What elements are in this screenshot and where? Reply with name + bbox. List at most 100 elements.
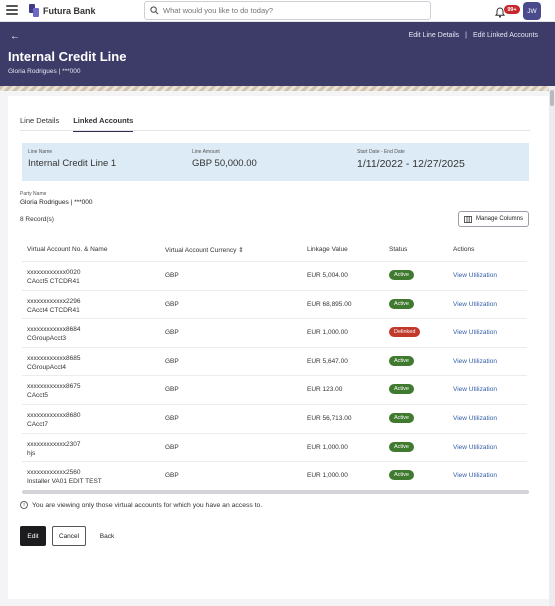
- status-badge: Active: [389, 441, 414, 452]
- account-name: CGroupAcct3: [27, 335, 67, 343]
- account-cell: xxxxxxxxxxxx8684 CGroupAcct3: [27, 325, 80, 343]
- horizontal-scrollbar[interactable]: [22, 490, 529, 494]
- account-number: xxxxxxxxxxxx8675: [27, 383, 81, 391]
- table-header: Virtual Account No. & Name Virtual Accou…: [22, 244, 527, 258]
- line-name-value: Internal Credit Line 1: [28, 158, 117, 169]
- bank-name: Futura Bank: [43, 5, 96, 16]
- page-subtitle: Gloria Rodrigues | ***000: [8, 68, 81, 75]
- hamburger-menu-icon[interactable]: [6, 5, 18, 15]
- manage-columns-button[interactable]: Manage Columns: [458, 211, 529, 227]
- currency-cell: GBP: [165, 300, 179, 308]
- back-button[interactable]: Back: [99, 532, 115, 540]
- view-utilization-link[interactable]: View Utilization: [453, 329, 497, 337]
- edit-button[interactable]: Edit: [20, 526, 46, 546]
- view-utilization-link[interactable]: View Utilization: [453, 414, 497, 422]
- main-card: Line Details Linked Accounts Line Name I…: [8, 96, 549, 599]
- account-number: xxxxxxxxxxxx0020: [27, 269, 81, 276]
- tab-linked-accounts[interactable]: Linked Accounts: [73, 116, 134, 132]
- status-badge: Delinked: [389, 327, 421, 338]
- account-name: hjs: [27, 449, 36, 457]
- currency-cell: GBP: [165, 472, 179, 480]
- view-utilization-link[interactable]: View Utilization: [453, 272, 497, 279]
- status-cell: Active: [389, 298, 414, 309]
- line-amount-group: Line Amount GBP 50,000.00: [192, 149, 257, 169]
- account-cell: xxxxxxxxxxxx2560 Installer VA01 EDIT TEST: [27, 468, 102, 486]
- view-utilization-link[interactable]: View Utilization: [453, 386, 497, 394]
- account-name: CGroupAcct4: [27, 363, 67, 371]
- page-header: ← Edit Line Details | Edit Linked Accoun…: [0, 22, 555, 86]
- info-icon: i: [20, 501, 28, 509]
- currency-cell: GBP: [165, 329, 179, 337]
- dates-group: Start Date - End Date 1/11/2022 - 12/27/…: [357, 149, 465, 170]
- account-number: xxxxxxxxxxxx8684: [27, 326, 81, 334]
- account-cell: xxxxxxxxxxxx2307 hjs: [27, 440, 80, 458]
- linkage-value-cell: EUR 5,647.00: [307, 357, 348, 365]
- status-cell: Delinked: [389, 327, 421, 338]
- dates-value: 1/11/2022 - 12/27/2025: [357, 158, 465, 170]
- status-badge: Active: [389, 412, 414, 423]
- view-utilization-link[interactable]: View Utilization: [453, 300, 497, 308]
- tab-line-details[interactable]: Line Details: [20, 116, 60, 125]
- table-row: xxxxxxxxxxxx0020 CAcct5 CTCDR41 GBP EUR 5,0…: [22, 261, 527, 290]
- sort-icon[interactable]: ⇕: [238, 247, 244, 254]
- access-note-text: You are viewing only those virtual accou…: [32, 501, 263, 509]
- linkage-value-cell: EUR 56,713.00: [307, 414, 352, 422]
- table-row: xxxxxxxxxxxx8685 CGroupAcct4 GBP EUR 5,647.…: [22, 346, 527, 376]
- party-info: Party Name Gloria Rodrigues | ***000: [20, 191, 93, 206]
- search-input[interactable]: [163, 6, 413, 15]
- account-number: xxxxxxxxxxxx2307: [27, 440, 81, 448]
- line-name-label: Line Name: [28, 149, 53, 155]
- bank-logo[interactable]: Futura Bank: [29, 4, 96, 17]
- edit-linked-accounts-link[interactable]: Edit Linked Accounts: [473, 32, 538, 39]
- col-header-account[interactable]: Virtual Account No. & Name: [27, 246, 108, 253]
- table-row: xxxxxxxxxxxx2296 CAcct4 CTCDR41 GBP EUR 68,…: [22, 289, 527, 319]
- linkage-value-cell: EUR 1,000.00: [307, 443, 348, 451]
- bell-icon[interactable]: [494, 5, 506, 18]
- header-links: Edit Line Details | Edit Linked Accounts: [409, 32, 538, 39]
- view-utilization-link[interactable]: View Utilization: [453, 472, 497, 480]
- view-utilization-link[interactable]: View Utilization: [453, 443, 497, 451]
- status-cell: Active: [389, 384, 414, 395]
- vertical-scrollbar[interactable]: [549, 86, 555, 606]
- scrollbar-thumb[interactable]: [550, 90, 554, 106]
- user-avatar[interactable]: JW: [523, 2, 541, 20]
- status-cell: Active: [389, 355, 414, 366]
- account-name: Installer VA01 EDIT TEST: [27, 478, 102, 486]
- account-number: xxxxxxxxxxxx2560: [27, 469, 81, 477]
- account-number: xxxxxxxxxxxx2296: [27, 297, 81, 305]
- currency-cell: GBP: [165, 414, 179, 422]
- currency-cell: GBP: [165, 386, 179, 394]
- table-body: xxxxxxxxxxxx0020 CAcct5 CTCDR41 GBP EUR 5,0…: [22, 261, 527, 490]
- account-cell: xxxxxxxxxxxx2296 CAcct4 CTCDR41: [27, 297, 80, 315]
- col-header-status[interactable]: Status: [389, 246, 408, 253]
- notification-badge: 99+: [504, 5, 520, 14]
- view-utilization-link[interactable]: View Utilization: [453, 357, 497, 365]
- table-row: xxxxxxxxxxxx2307 hjs GBP EUR 1,000.00 Active…: [22, 432, 527, 462]
- manage-columns-label: Manage Columns: [475, 216, 524, 222]
- access-note: i You are viewing only those virtual acc…: [20, 501, 262, 509]
- currency-cell: GBP: [165, 357, 179, 365]
- line-amount-value: GBP 50,000.00: [192, 158, 257, 169]
- linkage-value-cell: EUR 1,000.00: [307, 472, 348, 480]
- tab-bar: Line Details Linked Accounts: [20, 116, 134, 132]
- status-cell: Active: [389, 270, 414, 280]
- search-bar[interactable]: [144, 1, 431, 20]
- account-number: xxxxxxxxxxxx8680: [27, 411, 81, 419]
- status-cell: Active: [389, 412, 414, 423]
- party-name-label: Party Name: [20, 191, 47, 197]
- edit-line-details-link[interactable]: Edit Line Details: [408, 32, 460, 39]
- action-buttons: Edit Cancel Back: [20, 526, 122, 546]
- status-cell: Active: [389, 441, 414, 452]
- tab-divider: [20, 130, 530, 131]
- link-separator: |: [465, 32, 467, 39]
- currency-cell: GBP: [165, 443, 179, 451]
- line-name-group: Line Name Internal Credit Line 1: [28, 149, 116, 169]
- account-name: CAcct5: [27, 392, 48, 400]
- line-amount-label: Line Amount: [192, 149, 220, 155]
- party-name-value: Gloria Rodrigues | ***000: [20, 199, 93, 206]
- cancel-button[interactable]: Cancel: [52, 526, 86, 546]
- col-header-currency[interactable]: Virtual Account Currency ⇕: [165, 246, 244, 254]
- status-cell: Active: [389, 470, 414, 481]
- col-header-linkage-value[interactable]: Linkage Value: [307, 246, 348, 253]
- back-arrow-icon[interactable]: ←: [10, 31, 20, 42]
